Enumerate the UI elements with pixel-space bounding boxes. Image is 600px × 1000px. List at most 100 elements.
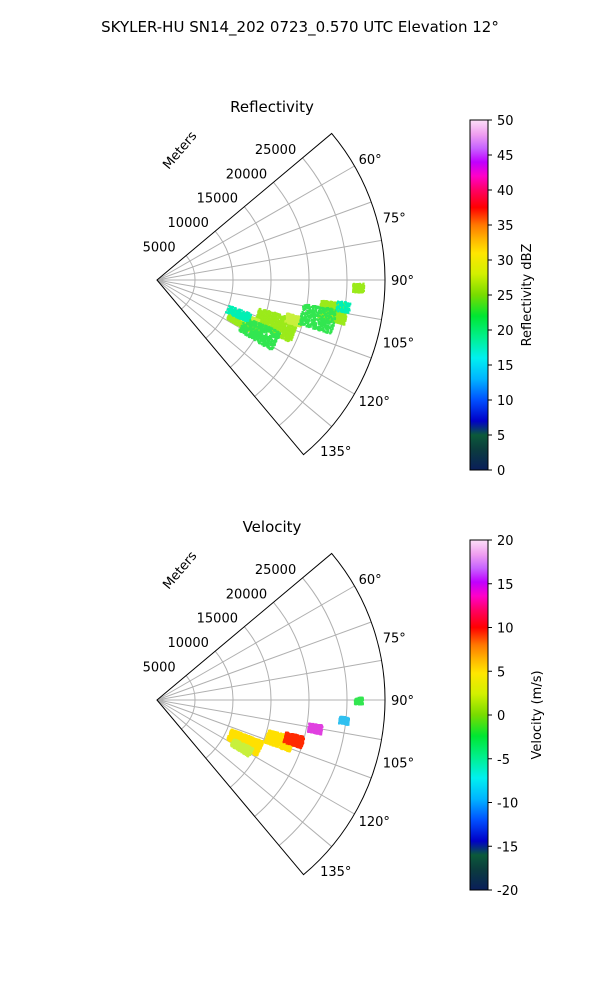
azimuth-spoke [156, 201, 372, 281]
range-ring [229, 206, 272, 368]
echo-gate [267, 342, 270, 345]
echo-gate [265, 335, 268, 338]
echo-gate [230, 305, 233, 308]
echo-gate [334, 308, 337, 311]
radar-echo [226, 696, 364, 758]
echo-gate [233, 310, 236, 313]
colorbar-tick-label: 0 [497, 464, 505, 479]
echo-gate [332, 316, 335, 319]
echo-gate [337, 306, 340, 309]
echo-gate [328, 311, 331, 314]
echo-gate [260, 330, 263, 333]
echo-gate [259, 309, 262, 312]
echo-gate [304, 307, 307, 311]
echo-gate [319, 303, 322, 306]
echo-gate [327, 315, 330, 318]
echo-gate [309, 310, 313, 313]
echo-gate [345, 310, 349, 313]
echo-gate [240, 309, 243, 312]
echo-gate [306, 306, 309, 309]
echo-gate [266, 326, 270, 329]
range-tick-label: 25000 [255, 143, 296, 158]
echo-gate [280, 315, 283, 318]
echo-gate [329, 326, 332, 330]
echo-gate [260, 332, 264, 335]
echo-gate [275, 337, 278, 340]
echo-gate [249, 328, 252, 331]
echo-gate [232, 316, 235, 319]
echo-gate [327, 304, 331, 307]
echo-gate [236, 322, 239, 325]
echo-gate [323, 312, 326, 315]
echo-gate [262, 342, 265, 345]
echo-gate [311, 319, 314, 322]
echo-gate [243, 325, 246, 328]
echo-gate [320, 300, 323, 303]
echo-gate [271, 339, 275, 342]
radial-axis-label: Meters [160, 129, 200, 173]
echo-gate [297, 315, 301, 319]
echo-gate [256, 330, 259, 334]
angle-tick-labels: 60° 75° 90° 105° 120° 135° [320, 153, 414, 460]
echo-gate [268, 348, 271, 351]
echo-gate [320, 312, 323, 315]
echo-gate [331, 317, 334, 320]
echo-gate [343, 306, 346, 309]
echo-gate [276, 314, 279, 317]
echo-gate [357, 288, 360, 291]
echo-gate [255, 321, 258, 324]
echo-gate [331, 326, 334, 329]
echo-gate [287, 321, 291, 324]
angle-tick-label: 120° [359, 395, 390, 410]
echo-gate [282, 337, 286, 340]
echo-gate [229, 311, 233, 315]
colorbar-tick-label: 30 [497, 254, 514, 269]
echo-gate [352, 285, 355, 288]
echo-gate [242, 315, 245, 318]
echo-gate [262, 335, 265, 338]
echo-gate [324, 315, 327, 318]
echo-gate [339, 316, 342, 319]
angle-tick-label: 105° [383, 337, 414, 352]
echo-gate [244, 319, 247, 323]
echo-gate [344, 302, 347, 305]
echo-gate [300, 312, 303, 316]
echo-gate [285, 339, 288, 342]
echo-gate [331, 306, 334, 309]
echo-gate [326, 312, 330, 315]
echo-gate [328, 316, 331, 319]
echo-gate [340, 306, 344, 309]
echo-gate [245, 327, 248, 330]
echo-gate [286, 334, 289, 337]
echo-gate [304, 306, 307, 309]
echo-gate [343, 319, 346, 322]
echo-gate [322, 327, 325, 330]
echo-gate [315, 314, 318, 317]
echo-gate [302, 305, 305, 308]
echo-gate [229, 316, 232, 320]
echo-gate [348, 309, 351, 312]
echo-gate [313, 317, 317, 320]
echo-gate [316, 305, 319, 309]
echo-gate [274, 316, 278, 319]
echo-gate [337, 307, 340, 310]
echo-gate [241, 329, 244, 332]
echo-gate [317, 328, 320, 332]
echo-gate [288, 322, 291, 325]
echo-gate [319, 318, 322, 321]
echo-gate [336, 302, 339, 305]
echo-gate [356, 283, 359, 286]
echo-gate [250, 329, 253, 333]
radar-echo [225, 282, 366, 351]
echo-gate [269, 336, 273, 340]
echo-gate [319, 324, 322, 327]
azimuth-spoke [156, 165, 355, 281]
echo-gate [269, 321, 273, 324]
polar-grid [156, 157, 385, 427]
echo-gate [264, 324, 267, 327]
echo-gate [319, 316, 322, 319]
echo-gate [360, 284, 363, 287]
echo-gate [265, 330, 268, 334]
echo-gate [278, 313, 282, 316]
echo-gate [239, 330, 242, 333]
